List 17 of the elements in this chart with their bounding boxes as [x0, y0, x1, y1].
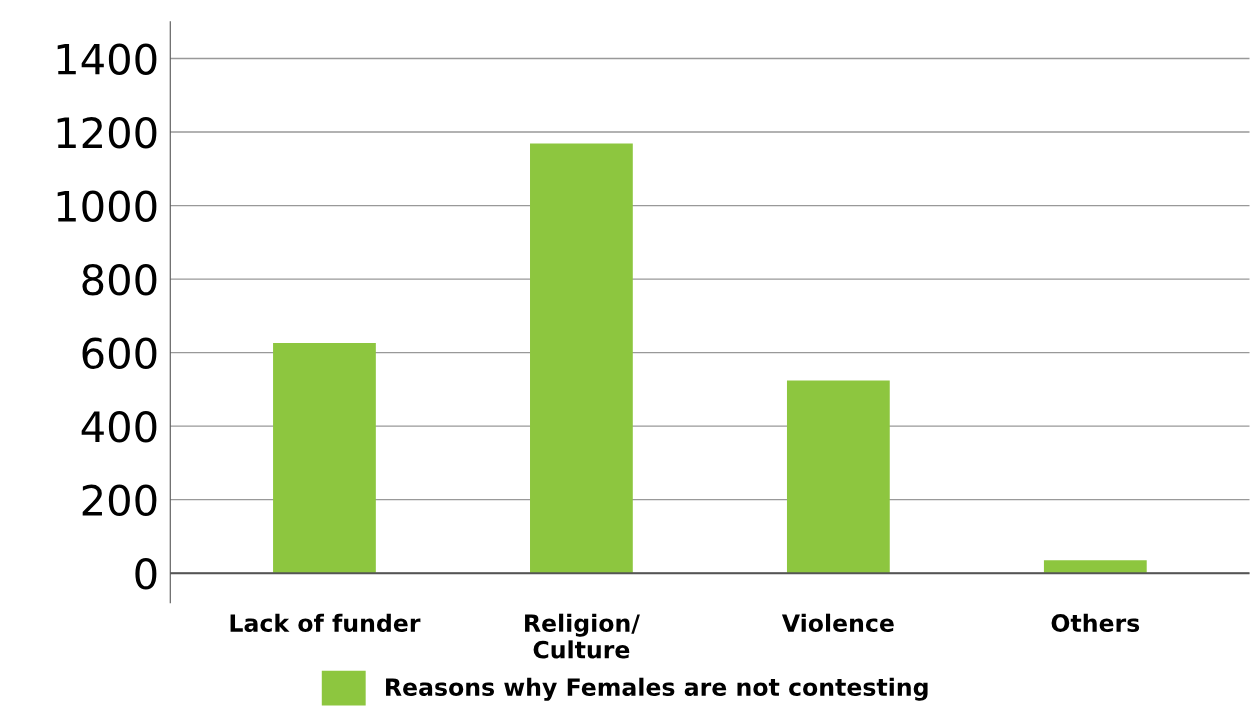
y-tick-label: 1400	[57, 43, 157, 75]
bar	[1043, 560, 1147, 574]
y-tick-label: 1200	[57, 116, 157, 149]
y-tick-label: 1000	[57, 190, 157, 222]
legend-label: Reasons why Females are not contesting	[386, 677, 928, 701]
y-tick-label: 0	[135, 558, 157, 590]
y-tick-label: 200	[82, 484, 157, 517]
x-tick-label: Others	[1051, 613, 1140, 632]
bar	[530, 143, 633, 574]
x-tick-label: Religion/ Culture	[525, 613, 640, 659]
x-tick-label: Violence	[781, 613, 894, 632]
y-tick-label: 800	[82, 264, 157, 296]
y-tick-label: 600	[82, 337, 157, 370]
bar	[786, 380, 890, 574]
x-tick-label: Lack of funder	[230, 613, 421, 632]
bar	[273, 343, 376, 574]
y-tick-label: 400	[81, 411, 157, 443]
